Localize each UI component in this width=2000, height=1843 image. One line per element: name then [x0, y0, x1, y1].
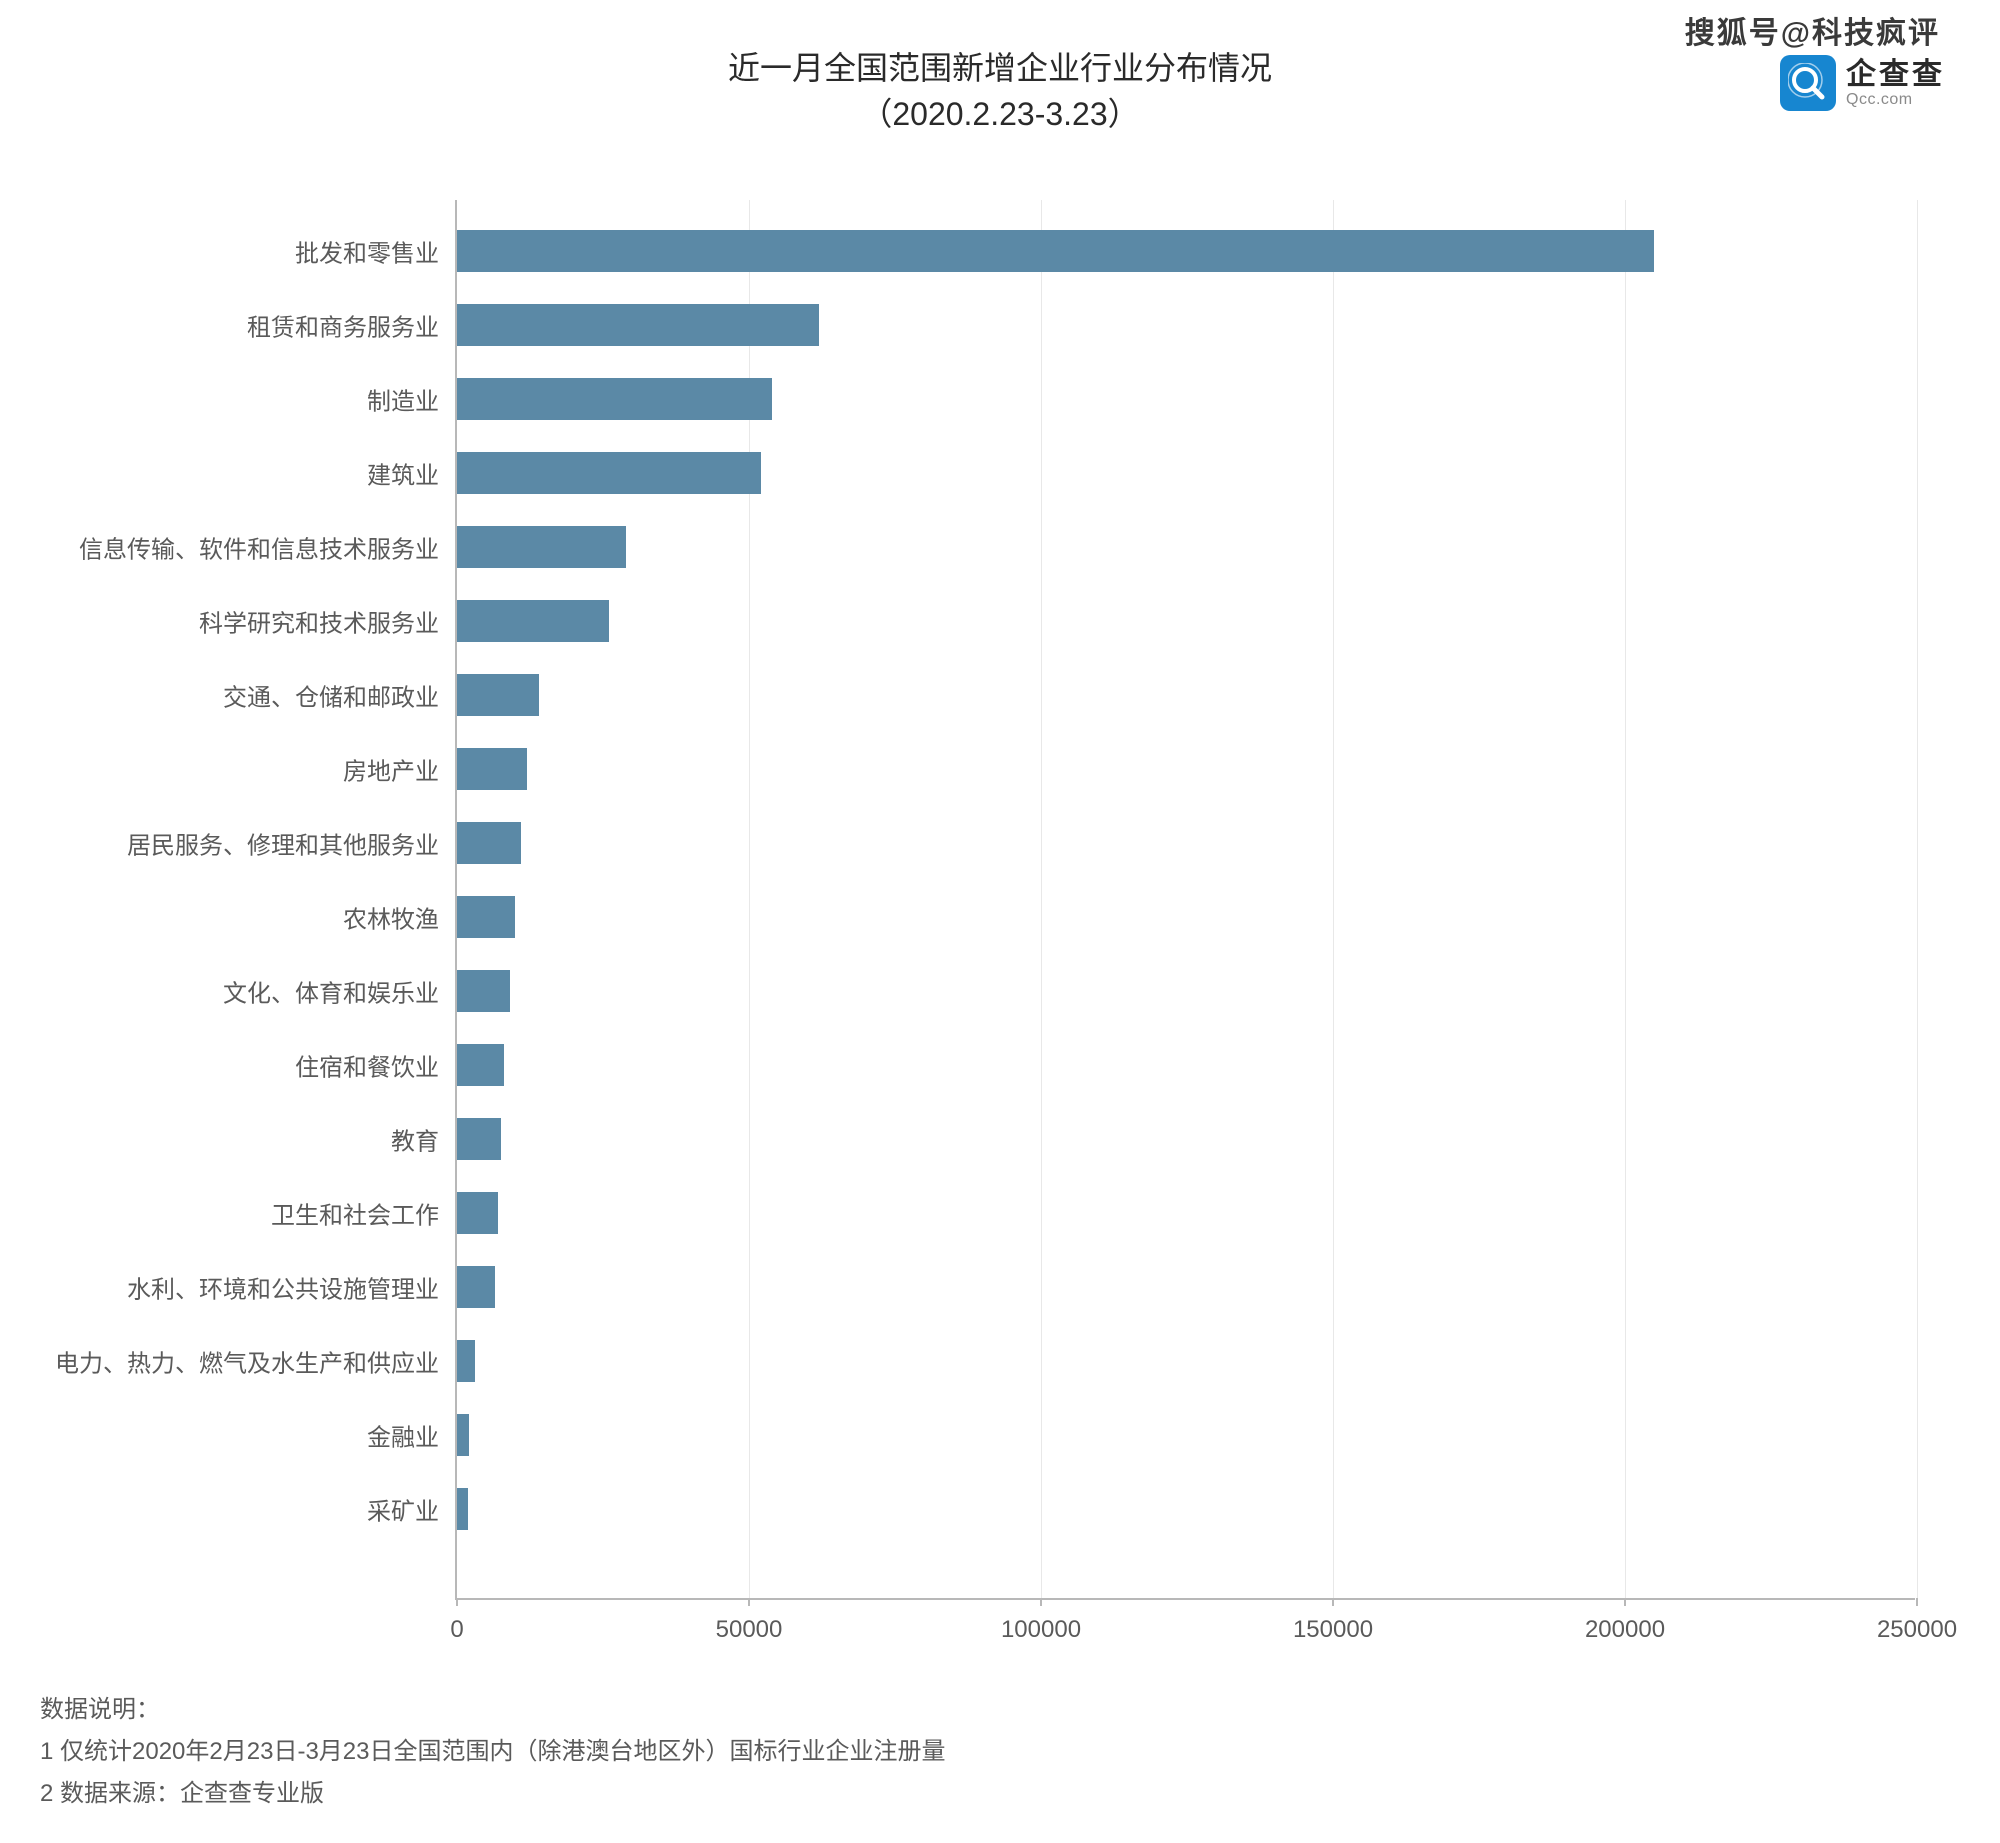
x-tickmark: [1332, 1598, 1334, 1606]
bar: [457, 452, 761, 494]
bar: [457, 304, 819, 346]
x-tick-label: 200000: [1585, 1616, 1665, 1644]
bar: [457, 1192, 498, 1234]
bar: [457, 822, 521, 864]
x-tick-label: 250000: [1877, 1616, 1957, 1644]
x-tickmark: [748, 1598, 750, 1606]
bar: [457, 1044, 504, 1086]
y-category-label: 卫生和社会工作: [271, 1196, 439, 1231]
y-category-label: 交通、仓储和邮政业: [223, 678, 439, 713]
y-category-label: 采矿业: [367, 1492, 439, 1527]
bar: [457, 896, 515, 938]
chart-subtitle: （2020.2.23-3.23）: [0, 91, 2000, 137]
y-category-label: 居民服务、修理和其他服务业: [127, 826, 439, 861]
gridline: [1041, 200, 1042, 1598]
bar: [457, 600, 609, 642]
x-tickmark: [1624, 1598, 1626, 1606]
bar: [457, 970, 510, 1012]
x-tick-label: 50000: [716, 1616, 783, 1644]
bar: [457, 1118, 501, 1160]
y-category-label: 建筑业: [367, 456, 439, 491]
bar: [457, 1266, 495, 1308]
y-category-label: 教育: [391, 1122, 439, 1157]
bar: [457, 526, 626, 568]
chart-title: 近一月全国范围新增企业行业分布情况: [0, 45, 2000, 91]
x-tickmark: [456, 1598, 458, 1606]
y-category-label: 制造业: [367, 382, 439, 417]
bar: [457, 1340, 475, 1382]
gridline: [1625, 200, 1626, 1598]
bar: [457, 1414, 469, 1456]
y-category-label: 农林牧渔: [343, 900, 439, 935]
plot-area: 050000100000150000200000250000批发和零售业租赁和商…: [455, 200, 1915, 1600]
bar: [457, 748, 527, 790]
y-category-label: 住宿和餐饮业: [295, 1048, 439, 1083]
y-category-label: 批发和零售业: [295, 234, 439, 269]
y-category-label: 水利、环境和公共设施管理业: [127, 1270, 439, 1305]
chart: 近一月全国范围新增企业行业分布情况 （2020.2.23-3.23） 05000…: [0, 45, 2000, 1705]
y-category-label: 金融业: [367, 1418, 439, 1453]
x-tickmark: [1916, 1598, 1918, 1606]
y-category-label: 电力、热力、燃气及水生产和供应业: [55, 1344, 439, 1379]
y-category-label: 文化、体育和娱乐业: [223, 974, 439, 1009]
notes-line-1: 1 仅统计2020年2月23日-3月23日全国范围内（除港澳台地区外）国标行业企…: [40, 1731, 945, 1773]
data-notes: 数据说明： 1 仅统计2020年2月23日-3月23日全国范围内（除港澳台地区外…: [40, 1689, 945, 1815]
bar: [457, 1488, 468, 1530]
x-tick-label: 100000: [1001, 1616, 1081, 1644]
x-tick-label: 0: [450, 1616, 463, 1644]
bar: [457, 378, 772, 420]
notes-heading: 数据说明：: [40, 1689, 945, 1731]
bar: [457, 674, 539, 716]
x-tick-label: 150000: [1293, 1616, 1373, 1644]
x-tickmark: [1040, 1598, 1042, 1606]
y-category-label: 科学研究和技术服务业: [199, 604, 439, 639]
gridline: [1333, 200, 1334, 1598]
bar: [457, 230, 1654, 272]
y-category-label: 信息传输、软件和信息技术服务业: [79, 530, 439, 565]
notes-line-2: 2 数据来源：企查查专业版: [40, 1773, 945, 1815]
gridline: [1917, 200, 1918, 1598]
y-category-label: 租赁和商务服务业: [247, 308, 439, 343]
y-category-label: 房地产业: [343, 752, 439, 787]
